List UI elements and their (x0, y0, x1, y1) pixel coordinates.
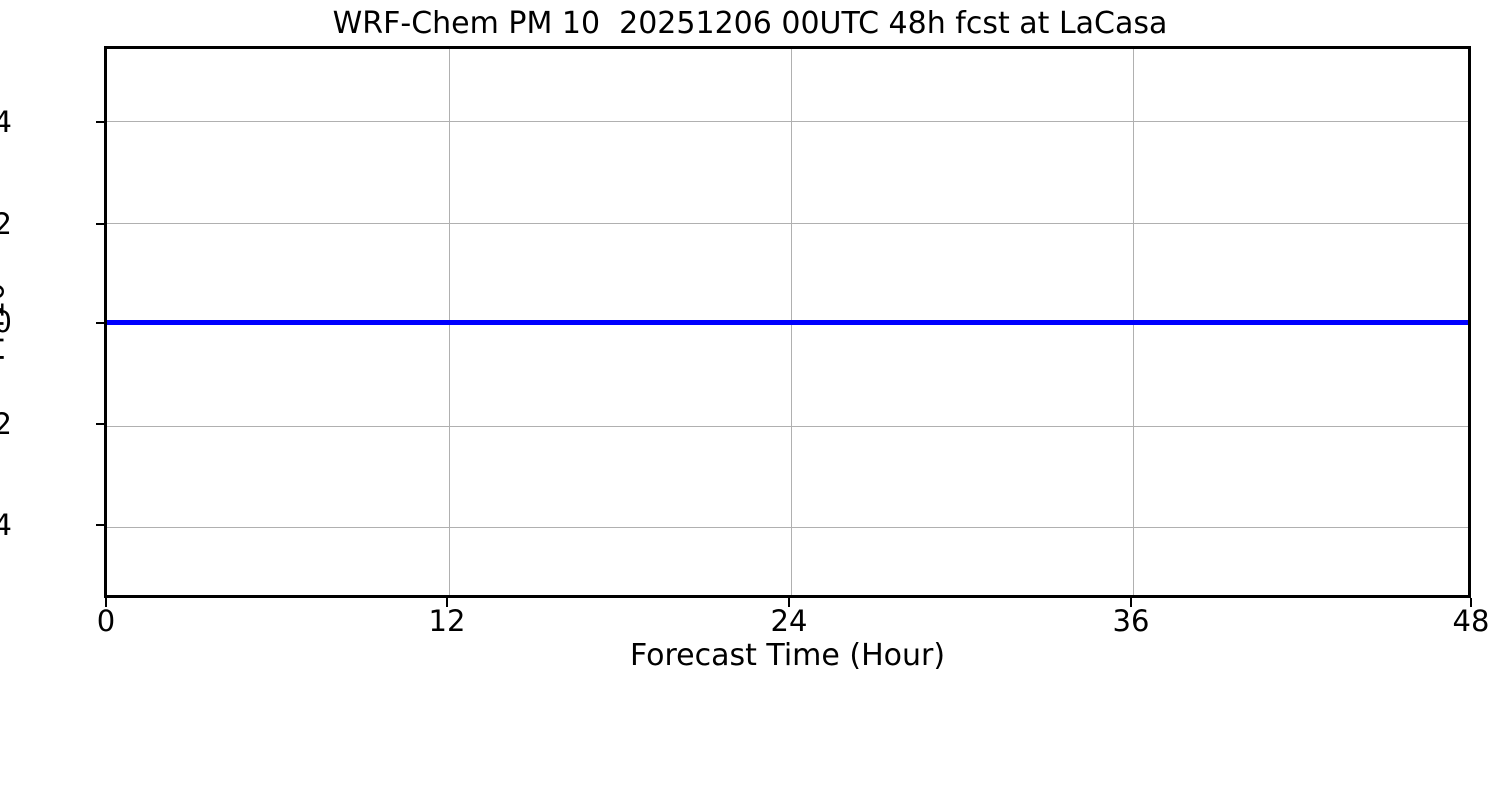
y-tick-mark-2 (96, 322, 105, 324)
gridline-horizontal (107, 426, 1468, 427)
x-tick-label-4: 48 (1452, 604, 1490, 638)
gridline-horizontal (107, 527, 1468, 528)
x-tick-mark-0 (105, 598, 107, 607)
y-tick-mark-3 (96, 423, 105, 425)
gridline-horizontal (107, 223, 1468, 224)
gridline-horizontal (107, 121, 1468, 122)
y-tick-mark-0 (96, 121, 105, 123)
y-tick-label-0: 0.04 (0, 105, 12, 139)
x-tick-label-0: 0 (96, 604, 116, 638)
x-tick-mark-2 (788, 598, 790, 607)
x-axis-title: Forecast Time (Hour) (629, 638, 946, 673)
x-tick-mark-1 (446, 598, 448, 607)
gridline-horizontal (107, 324, 1468, 325)
x-tick-mark-4 (1470, 598, 1472, 607)
y-tick-label-3: −0.02 (0, 407, 12, 441)
page-title: WRF-Chem PM 10 20251206 00UTC 48h fcst a… (332, 6, 1168, 41)
data-series-pm10 (107, 319, 1468, 325)
y-tick-label-1: 0.02 (0, 207, 12, 241)
x-tick-label-3: 36 (1112, 604, 1150, 638)
y-tick-mark-4 (96, 524, 105, 526)
y-tick-label-4: −0.04 (0, 508, 12, 542)
y-tick-mark-1 (96, 223, 105, 225)
plot-area (104, 46, 1471, 598)
x-tick-mark-3 (1130, 598, 1132, 607)
y-axis-title: PM10 (0, 282, 11, 362)
x-tick-label-1: 12 (428, 604, 466, 638)
x-tick-label-2: 24 (770, 604, 808, 638)
y-tick-label-2: 0.00 (0, 305, 12, 339)
